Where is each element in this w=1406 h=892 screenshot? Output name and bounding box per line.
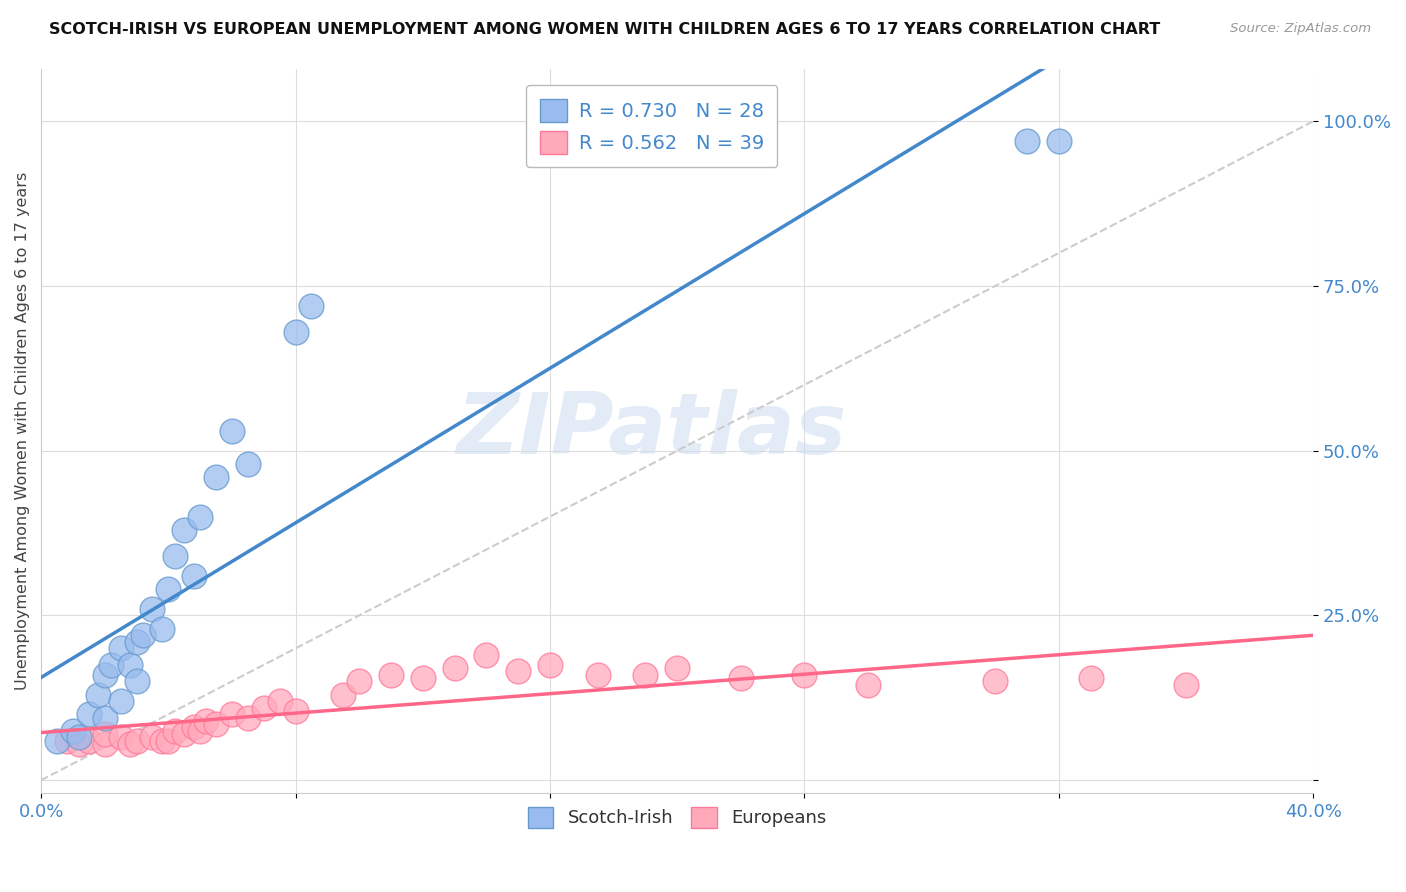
Point <box>188 723 211 738</box>
Point <box>538 657 561 672</box>
Point <box>125 674 148 689</box>
Point <box>141 731 163 745</box>
Point <box>332 688 354 702</box>
Point <box>173 727 195 741</box>
Point <box>163 723 186 738</box>
Point <box>793 667 815 681</box>
Point <box>125 634 148 648</box>
Point <box>150 622 173 636</box>
Point <box>93 710 115 724</box>
Point <box>132 628 155 642</box>
Text: ZIPatlas: ZIPatlas <box>457 390 846 473</box>
Point <box>120 737 142 751</box>
Point <box>110 694 132 708</box>
Point <box>236 457 259 471</box>
Text: SCOTCH-IRISH VS EUROPEAN UNEMPLOYMENT AMONG WOMEN WITH CHILDREN AGES 6 TO 17 YEA: SCOTCH-IRISH VS EUROPEAN UNEMPLOYMENT AM… <box>49 22 1160 37</box>
Point <box>205 470 228 484</box>
Point <box>412 671 434 685</box>
Point <box>93 727 115 741</box>
Point <box>1080 671 1102 685</box>
Point <box>301 299 323 313</box>
Y-axis label: Unemployment Among Women with Children Ages 6 to 17 years: Unemployment Among Women with Children A… <box>15 172 30 690</box>
Point <box>380 667 402 681</box>
Point <box>1015 134 1038 148</box>
Point <box>856 678 879 692</box>
Point <box>157 582 180 596</box>
Point <box>62 723 84 738</box>
Point <box>120 657 142 672</box>
Legend: Scotch-Irish, Europeans: Scotch-Irish, Europeans <box>520 800 834 835</box>
Point <box>347 674 370 689</box>
Point <box>87 688 110 702</box>
Point <box>183 721 205 735</box>
Point <box>666 661 689 675</box>
Point <box>1175 678 1198 692</box>
Point <box>125 733 148 747</box>
Point <box>188 509 211 524</box>
Point <box>634 667 657 681</box>
Point <box>284 704 307 718</box>
Point <box>730 671 752 685</box>
Point <box>1047 134 1070 148</box>
Point <box>284 325 307 339</box>
Point <box>110 641 132 656</box>
Point <box>173 523 195 537</box>
Point <box>46 733 69 747</box>
Point <box>236 710 259 724</box>
Point <box>183 569 205 583</box>
Point <box>195 714 218 728</box>
Point <box>253 700 276 714</box>
Point <box>443 661 465 675</box>
Point <box>93 737 115 751</box>
Text: Source: ZipAtlas.com: Source: ZipAtlas.com <box>1230 22 1371 36</box>
Point <box>67 731 90 745</box>
Point <box>141 602 163 616</box>
Point <box>269 694 291 708</box>
Point <box>110 731 132 745</box>
Point <box>475 648 498 662</box>
Point <box>157 733 180 747</box>
Point <box>508 665 530 679</box>
Point <box>586 667 609 681</box>
Point <box>93 667 115 681</box>
Point <box>67 737 90 751</box>
Point <box>77 733 100 747</box>
Point <box>77 707 100 722</box>
Point <box>205 717 228 731</box>
Point <box>984 674 1007 689</box>
Point <box>221 424 243 438</box>
Point <box>221 707 243 722</box>
Point <box>55 733 77 747</box>
Point <box>150 733 173 747</box>
Point <box>100 657 122 672</box>
Point <box>163 549 186 563</box>
